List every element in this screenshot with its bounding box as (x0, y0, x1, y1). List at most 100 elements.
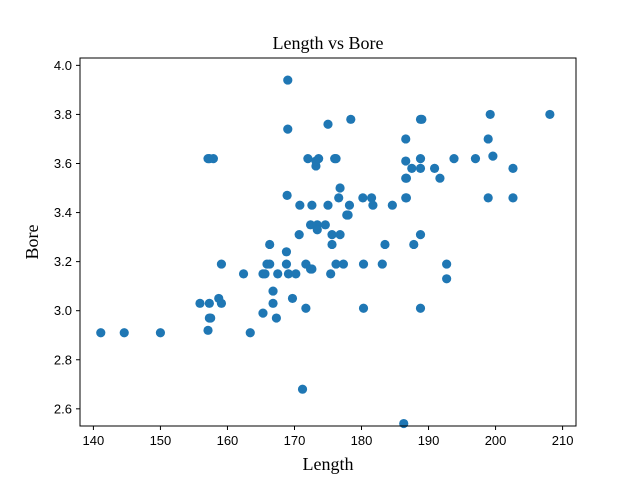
data-point (343, 210, 353, 220)
data-point (320, 220, 330, 230)
x-tick-label: 150 (150, 433, 172, 448)
x-tick-label: 180 (351, 433, 373, 448)
y-tick-label: 3.2 (54, 254, 72, 269)
x-tick-label: 190 (418, 433, 440, 448)
data-point (245, 328, 255, 338)
data-point (338, 259, 349, 269)
plot-frame (79, 57, 577, 427)
data-point (216, 298, 227, 308)
data-point (287, 293, 298, 304)
data-point (483, 193, 493, 203)
data-point (366, 193, 377, 203)
x-tick-label: 170 (284, 433, 306, 448)
data-point (508, 193, 518, 203)
data-point (195, 298, 205, 308)
data-point (485, 109, 495, 120)
data-point (258, 308, 268, 318)
data-point (327, 239, 337, 250)
data-point (401, 173, 412, 183)
data-point (283, 269, 294, 279)
data-point (387, 200, 397, 210)
data-point (203, 325, 213, 335)
data-point (415, 153, 426, 164)
x-tick-label: 200 (485, 433, 507, 448)
data-point (283, 124, 293, 134)
data-point (265, 239, 275, 250)
data-point (344, 200, 355, 210)
data-point (442, 259, 452, 269)
data-point (327, 230, 337, 240)
data-point (358, 193, 368, 203)
data-point (312, 225, 322, 235)
y-tick-label: 3.6 (54, 156, 72, 171)
data-point (323, 200, 333, 210)
data-point (358, 259, 369, 269)
data-point (346, 114, 356, 124)
data-point (415, 163, 426, 173)
data-point (265, 259, 275, 269)
data-point (271, 313, 281, 323)
data-point (399, 418, 409, 429)
data-point (204, 298, 214, 308)
y-tick-label: 2.6 (54, 401, 72, 416)
data-point (377, 259, 387, 269)
data-point (331, 259, 341, 269)
x-tick-label: 210 (552, 433, 574, 448)
data-point (238, 269, 249, 279)
data-point (295, 200, 305, 210)
data-point (429, 163, 440, 173)
data-point (268, 298, 278, 308)
data-point (545, 109, 555, 120)
data-point (216, 259, 227, 269)
data-point (155, 328, 166, 338)
x-axis-label: Length (303, 454, 354, 474)
data-point (488, 151, 498, 161)
chart-title: Length vs Bore (273, 33, 384, 53)
data-point (380, 239, 390, 250)
data-point (401, 156, 411, 166)
points-layer (96, 75, 555, 429)
data-point (334, 193, 344, 203)
y-tick-label: 4.0 (54, 58, 72, 73)
data-point (368, 200, 378, 210)
data-point (331, 153, 341, 164)
data-point (415, 303, 426, 313)
data-point (307, 200, 317, 210)
data-point (417, 114, 427, 124)
data-point (335, 183, 345, 193)
data-point (282, 190, 292, 200)
data-point (449, 153, 459, 164)
y-axis: 2.6 2.8 3.0 3.2 3.4 3.6 3.8 4.0 (54, 58, 80, 416)
x-axis: 140 150 160 170 180 190 200 210 (83, 426, 574, 448)
data-point (297, 384, 308, 394)
data-point (314, 153, 324, 164)
data-point (301, 303, 311, 313)
y-axis-label: Bore (22, 225, 42, 260)
data-point (291, 269, 301, 279)
data-point (206, 313, 216, 323)
y-tick-label: 3.0 (54, 303, 72, 318)
data-point (307, 264, 317, 274)
y-tick-label: 3.8 (54, 107, 72, 122)
y-tick-label: 3.4 (54, 205, 72, 220)
data-point (442, 274, 452, 284)
data-point (208, 153, 218, 164)
data-point (401, 134, 411, 144)
data-point (294, 230, 304, 240)
data-point (407, 163, 417, 173)
data-point (508, 163, 518, 173)
data-point (415, 230, 426, 240)
data-point (281, 259, 292, 269)
data-point (273, 269, 283, 279)
data-point (326, 269, 336, 279)
data-point (260, 269, 270, 279)
data-point (96, 328, 106, 338)
x-tick-label: 160 (217, 433, 239, 448)
data-point (303, 153, 313, 164)
data-point (470, 153, 481, 164)
data-point (409, 239, 419, 250)
data-point (335, 230, 345, 240)
data-point (119, 328, 129, 338)
data-point (401, 193, 412, 203)
